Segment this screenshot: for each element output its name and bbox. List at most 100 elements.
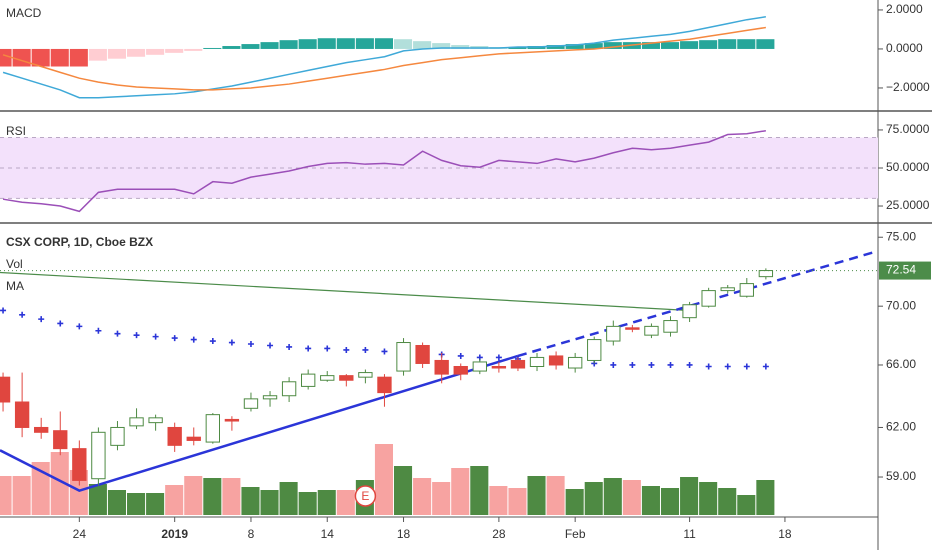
candle-body — [701, 290, 716, 307]
ma-point — [0, 307, 7, 314]
panel: 75.00 70.00 66.00 62.00 59.00 24 2019 8 14 18 28 Fe… — [0, 229, 931, 541]
candle-body — [644, 325, 659, 336]
histogram-bar — [374, 38, 393, 49]
volume-bar — [451, 468, 470, 515]
volume-bar — [718, 488, 737, 515]
histogram-bar — [393, 39, 413, 49]
histogram-bar — [603, 42, 622, 49]
histogram-bar — [88, 48, 107, 61]
histogram-bar — [508, 47, 527, 49]
candle-body — [472, 361, 487, 372]
candle-body — [301, 373, 316, 387]
candle-body — [396, 342, 411, 372]
volume-bar — [756, 480, 775, 515]
volume-bar — [184, 476, 203, 515]
y-tick-label: 59.00 — [886, 469, 916, 483]
y-tick-label: 50.0000 — [886, 160, 930, 174]
volume-bar — [680, 477, 699, 515]
volume-bar — [603, 478, 622, 515]
volume-bar — [222, 478, 241, 515]
histogram-bar — [336, 38, 355, 49]
ma-point — [209, 338, 216, 345]
volume-bar — [88, 484, 107, 515]
ma-point — [648, 361, 655, 368]
histogram-bar — [241, 44, 260, 49]
volume-bar — [279, 482, 298, 515]
macd-line — [2, 26, 766, 91]
histogram-bar — [165, 48, 184, 53]
histogram-bar — [203, 47, 222, 49]
volume-bar — [622, 480, 641, 515]
ma-point — [133, 332, 140, 339]
volume-bar — [393, 466, 413, 515]
candle-body — [72, 448, 87, 481]
candle-body — [358, 372, 373, 378]
ma-point — [76, 323, 83, 330]
panel-title: MACD — [6, 6, 42, 20]
ma-point — [705, 363, 712, 370]
ma-point — [743, 363, 750, 370]
volume-bar — [0, 476, 12, 515]
x-tick-label: Feb — [565, 527, 586, 541]
y-tick-label: 2.0000 — [886, 2, 923, 16]
candle-body — [548, 355, 564, 366]
candle-body — [34, 426, 49, 433]
last-price-box — [879, 261, 931, 280]
histogram-bar — [31, 48, 50, 67]
ma-point — [19, 311, 26, 318]
histogram-bar — [50, 48, 69, 67]
y-tick-label: 66.00 — [886, 357, 916, 371]
volume-bar — [260, 490, 279, 515]
panel: 2.0000 0.0000 −2.0000 — [0, 2, 930, 99]
ma-point — [686, 361, 693, 368]
ma-point — [38, 316, 45, 323]
histogram-bar — [584, 43, 603, 49]
ma-point — [305, 345, 312, 352]
histogram-bar — [355, 38, 374, 49]
candle-body — [720, 287, 735, 292]
panel: 75.0000 50.0000 25.0000 — [0, 122, 930, 212]
volume-bar — [470, 466, 489, 515]
volume-bar — [336, 490, 355, 515]
histogram-bar — [660, 42, 680, 49]
ma-point — [762, 363, 769, 370]
trend-line — [517, 250, 875, 358]
ma-point — [724, 363, 731, 370]
ma-point — [267, 342, 274, 349]
ma-point — [610, 361, 617, 368]
volume-bar — [699, 482, 718, 515]
volume-bar — [12, 476, 31, 515]
candle-body — [491, 365, 507, 369]
panel-title: CSX CORP, 1D, Cboe BZX — [6, 235, 153, 249]
ma-point — [286, 343, 293, 350]
ma-point — [114, 330, 121, 337]
x-tick-label: 11 — [683, 527, 696, 541]
histogram-bar — [146, 48, 165, 55]
histogram-bar — [451, 45, 470, 49]
x-tick-label: 18 — [778, 527, 792, 541]
candle-body — [110, 426, 125, 446]
rsi-line — [2, 129, 766, 213]
event-marker — [354, 485, 377, 507]
x-tick-label: 2019 — [161, 527, 188, 541]
candle-body — [224, 418, 240, 422]
y-tick-label: 25.0000 — [886, 198, 930, 212]
histogram-bar — [298, 39, 317, 49]
candle-body — [53, 430, 68, 450]
volume-bar — [660, 488, 680, 515]
volume-bar — [50, 452, 69, 515]
ma-point — [57, 320, 64, 327]
candle-body — [682, 304, 697, 319]
histogram-bar — [107, 48, 127, 59]
histogram-bar — [737, 39, 756, 49]
candle-body — [14, 401, 30, 428]
candle-body — [606, 325, 621, 342]
ma-point — [190, 336, 197, 343]
candle-body — [663, 320, 678, 333]
candle-body — [281, 381, 297, 397]
candle-body — [320, 375, 335, 381]
histogram-bar — [260, 42, 279, 49]
volume-bar — [107, 490, 127, 515]
